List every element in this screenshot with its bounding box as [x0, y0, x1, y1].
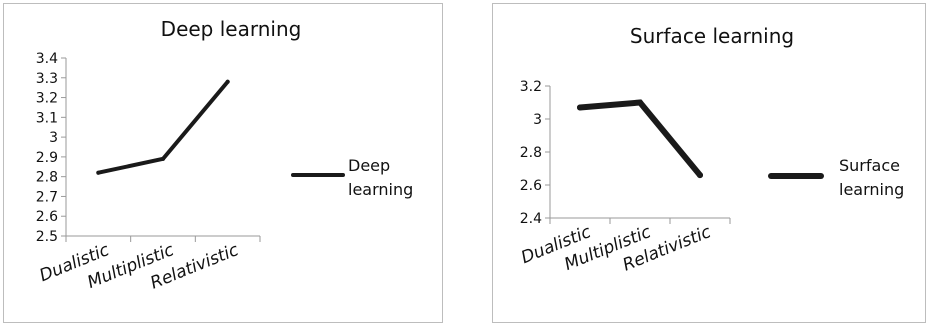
surface-learning-chart: Surface learning3.232.82.62.4DualisticMu… — [492, 3, 926, 323]
chart1-data-point — [697, 172, 703, 179]
chart1-frame — [492, 3, 926, 323]
chart0-y-tick-label: 3.2 — [36, 91, 58, 107]
chart1-title: Surface learning — [630, 24, 794, 48]
chart1-y-tick-label: 2.4 — [520, 211, 542, 227]
chart1-y-tick-label: 2.6 — [520, 178, 542, 194]
chart0-y-tick-label: 3.1 — [36, 110, 58, 126]
chart1-data-point — [577, 104, 583, 111]
chart1-data-point — [637, 99, 643, 106]
chart0-y-tick-label: 2.7 — [36, 189, 58, 205]
chart1-y-tick-label: 2.8 — [520, 145, 542, 161]
deep-learning-chart: Deep learning 3.4 3.3 3.2 3.1 3 2.9 2.8 2.7 2.6 2.… — [3, 3, 443, 323]
chart0-legend-label: Deep learning — [348, 156, 413, 199]
chart1-legend-label: Surface learning — [839, 156, 904, 199]
chart0-y-tick-label: 3.4 — [36, 51, 58, 67]
deep-learning-chart-panel: Deep learning 3.4 3.3 3.2 3.1 3 2.9 2.8 2.7 2.6 2.… — [3, 3, 443, 323]
chart1-y-tick-label: 3.2 — [520, 79, 542, 95]
chart0-data-point — [96, 170, 101, 175]
chart0-y-tick-label: 2.9 — [36, 150, 58, 166]
chart0-title: Deep learning — [161, 17, 302, 41]
chart1-y-tick-label: 3 — [533, 112, 542, 128]
chart0-y-tick-label: 3 — [49, 130, 58, 146]
surface-learning-chart-panel: Surface learning 3.2 3 2.8 2.6 2.4 Dualistic Mu… — [492, 3, 926, 323]
chart0-data-point — [225, 79, 230, 84]
chart0-y-tick-label: 2.5 — [36, 229, 58, 245]
chart0-y-tick-label: 3.3 — [36, 71, 58, 87]
chart0-y-tick-label: 2.8 — [36, 170, 58, 186]
chart0-y-tick-label: 2.6 — [36, 209, 58, 225]
chart0-frame — [3, 3, 443, 323]
chart0-data-point — [161, 156, 165, 161]
